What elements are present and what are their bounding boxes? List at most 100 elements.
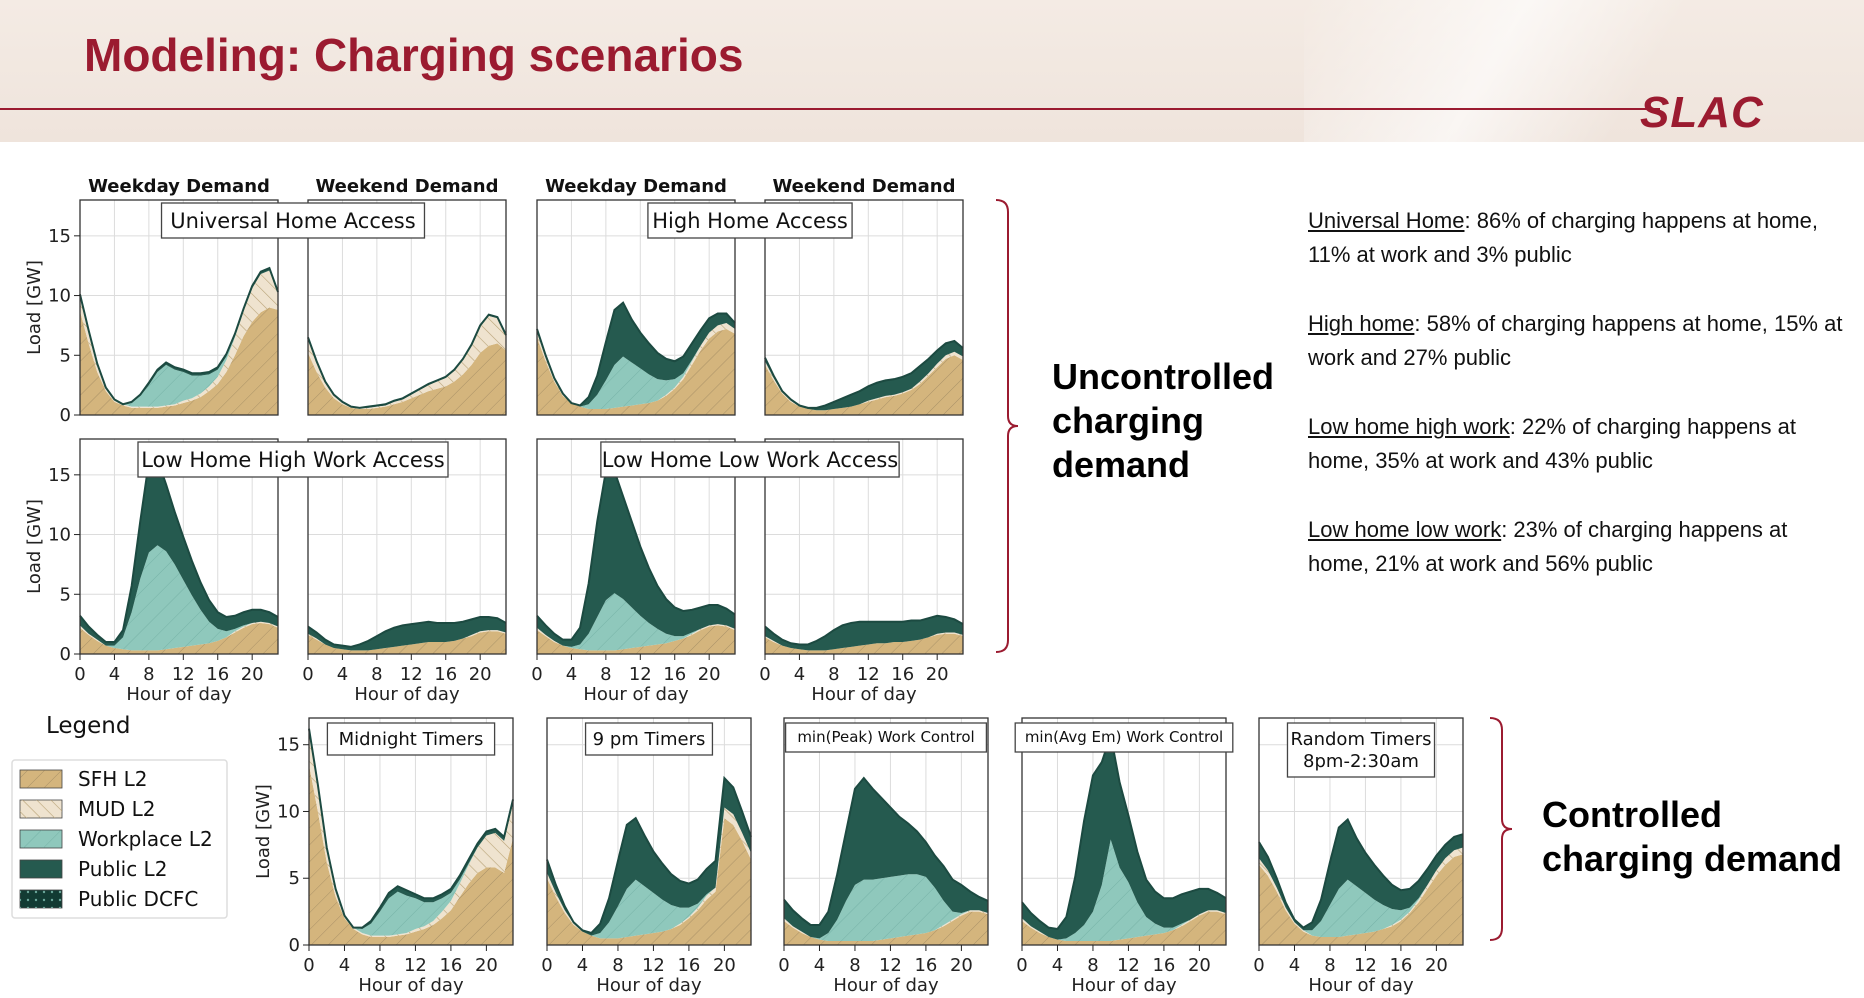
panel-2-weekend-public-l2-area [308,616,506,651]
desc-low-home-low-work: Low home low work: 23% of charging happe… [1308,513,1848,581]
scenario-label-3-text: Low Home Low Work Access [602,448,899,472]
panel-2-weekend-xlabel: Hour of day [354,684,460,705]
controlled-label-1-text: 9 pm Timers [593,729,706,750]
panel-2-weekday-xlabel: Hour of day [126,684,232,705]
column-title: Weekday Demand [545,176,727,197]
panel-3-weekend-xtick-label: 20 [926,664,949,685]
panel-3-weekend: 0 4 8 12 16 20 Hour of day [759,438,964,705]
column-title: Weekday Demand [88,176,270,197]
panel-0-weekday-total-line [79,266,279,406]
panel-3-weekday-xtick-label: 16 [663,664,686,685]
controlled-label-3-box [1014,722,1234,753]
slide-header: Modeling: Charging scenarios SLAC [0,0,1864,142]
panel-3-weekend-xtick-label: 8 [828,664,839,685]
panel-1-weekend-total-line [764,339,964,409]
legend-swatch-hatch [20,800,62,818]
controlled-panel-1-xtick-label: 20 [713,955,736,976]
panel-0-weekday-ytick-label: 0 [60,405,71,426]
controlled-panel-1-public-l2-area [547,778,751,936]
controlled-panel-4-xtick-label: 20 [1425,955,1448,976]
controlled-panel-0-mud-hatch [309,731,513,937]
controlled-label-line2: charging demand [1542,838,1843,879]
legend-label: Public DCFC [78,887,198,911]
panel-0-weekday-ytick-label: 10 [48,286,71,307]
panel-3-weekday-frame [536,438,736,655]
controlled-panel-2-xlabel: Hour of day [833,975,939,996]
column-title: Weekend Demand [315,176,498,197]
legend-swatch-hatch [20,890,62,908]
panel-3-weekend-xlabel: Hour of day [811,684,917,705]
controlled-panel-1-xtick-label: 8 [612,955,623,976]
controlled-panel-3-workplace-hatch [1022,839,1226,941]
controlled-label-3-text: min(Avg Em) Work Control [1025,728,1223,746]
controlled-panel-3-xlabel: Hour of day [1071,975,1177,996]
controlled-panel-4-xtick-label: 0 [1253,955,1264,976]
uncontrolled-label: Uncontrolled charging demand [1052,355,1274,487]
controlled-panel-4-xlabel: Hour of day [1308,975,1414,996]
controlled-panel-0-xtick-label: 4 [339,955,350,976]
legend-label: Workplace L2 [78,827,213,851]
panel-3-weekday: 0 4 8 12 16 20 Hour of day [531,438,736,705]
controlled-panel-4-sfh-hatch [1259,854,1463,945]
panel-1-weekend-frame [764,199,964,416]
scenario-label-0-text: Universal Home Access [170,209,415,233]
controlled-panel-4-frame [1258,717,1464,946]
panel-3-weekday-xtick-label: 12 [629,664,652,685]
panel-1-weekday-mud-hatch [537,323,735,410]
panel-3-weekday-xtick-label: 20 [698,664,721,685]
panel-3-weekday-workplace-hatch [537,593,735,651]
controlled-panel-2-sfh-hatch [784,911,988,945]
controlled-panel-0-xtick-label: 16 [439,955,462,976]
controlled-panel-3-sfh-hatch [1022,911,1226,945]
controlled-label: Controlled charging demand [1542,793,1842,881]
desc-name: High home [1308,311,1415,336]
uncontrolled-charts: Weekday Demand Weekend Demand Weekday Dema… [24,176,964,705]
panel-0-weekday-mud-hatch [80,270,278,408]
panel-0-weekday-ytick-label: 15 [48,226,71,247]
controlled-panel-0-xtick-label: 20 [475,955,498,976]
panel-0-weekday-sfh-hatch [80,307,278,415]
controlled-panel-2-xtick-label: 8 [849,955,860,976]
panel-1-weekday-sfh-hatch [537,329,735,415]
panel-0-weekday-workplace-hatch [80,270,278,407]
scenario-label-0-box [160,202,426,239]
panel-2-weekend: 0 4 8 12 16 20 Hour of day [302,438,507,705]
desc-text: : 58% of charging happens at home, 15% a… [1308,311,1843,370]
controlled-panel-1-total-line [546,775,752,935]
panel-3-weekday-total-line [536,470,736,641]
controlled-panel-0-xlabel: Hour of day [358,975,464,996]
controlled-label-4-text: Random Timers [1290,729,1431,750]
desc-high-home: High home: 58% of charging happens at ho… [1308,307,1848,375]
controlled-panel-0-xtick-label: 8 [374,955,385,976]
controlled-panel-3-xtick-label: 0 [1016,955,1027,976]
panel-2-weekday-ylabel: Load [GW] [24,499,45,594]
controlled-panel-3-frame [1021,717,1227,946]
panel-2-weekend-sfh-hatch [308,631,506,654]
controlled-panel-1-frame [546,717,752,946]
controlled-panel-1-xtick-label: 0 [541,955,552,976]
controlled-panel-0-ytick-label: 5 [289,868,300,889]
panel-2-weekend-xtick-label: 16 [434,664,457,685]
panel-2-weekday-xtick-label: 16 [206,664,229,685]
scenario-label-1-box [647,202,853,239]
controlled-panel-0-sfh-hatch [309,764,513,945]
legend-label: MUD L2 [78,797,156,821]
scenario-label-2-text: Low Home High Work Access [141,448,444,472]
controlled-label-2-text: min(Peak) Work Control [797,728,974,746]
controlled-panel-1-xtick-label: 12 [642,955,665,976]
desc-text: : 22% of charging happens at home, 35% a… [1308,414,1796,473]
panel-2-weekday-ytick-label: 0 [60,644,71,665]
panel-2-weekday-xtick-label: 12 [172,664,195,685]
controlled-panel-3-xtick-label: 16 [1152,955,1175,976]
panel-0-weekend-sfh-hatch [308,343,506,415]
legend-swatch-hatch [20,830,62,848]
panel-3-weekend-total-line [764,614,964,646]
controlled-panel-2-xtick-label: 12 [879,955,902,976]
controlled-panel-1-workplace-hatch [547,807,751,939]
brackets [995,199,1513,941]
controlled-label-0-text: Midnight Timers [339,729,484,750]
controlled-bracket [1489,717,1513,941]
title-rule [0,108,1660,110]
panel-0-weekday-frame [79,199,279,416]
